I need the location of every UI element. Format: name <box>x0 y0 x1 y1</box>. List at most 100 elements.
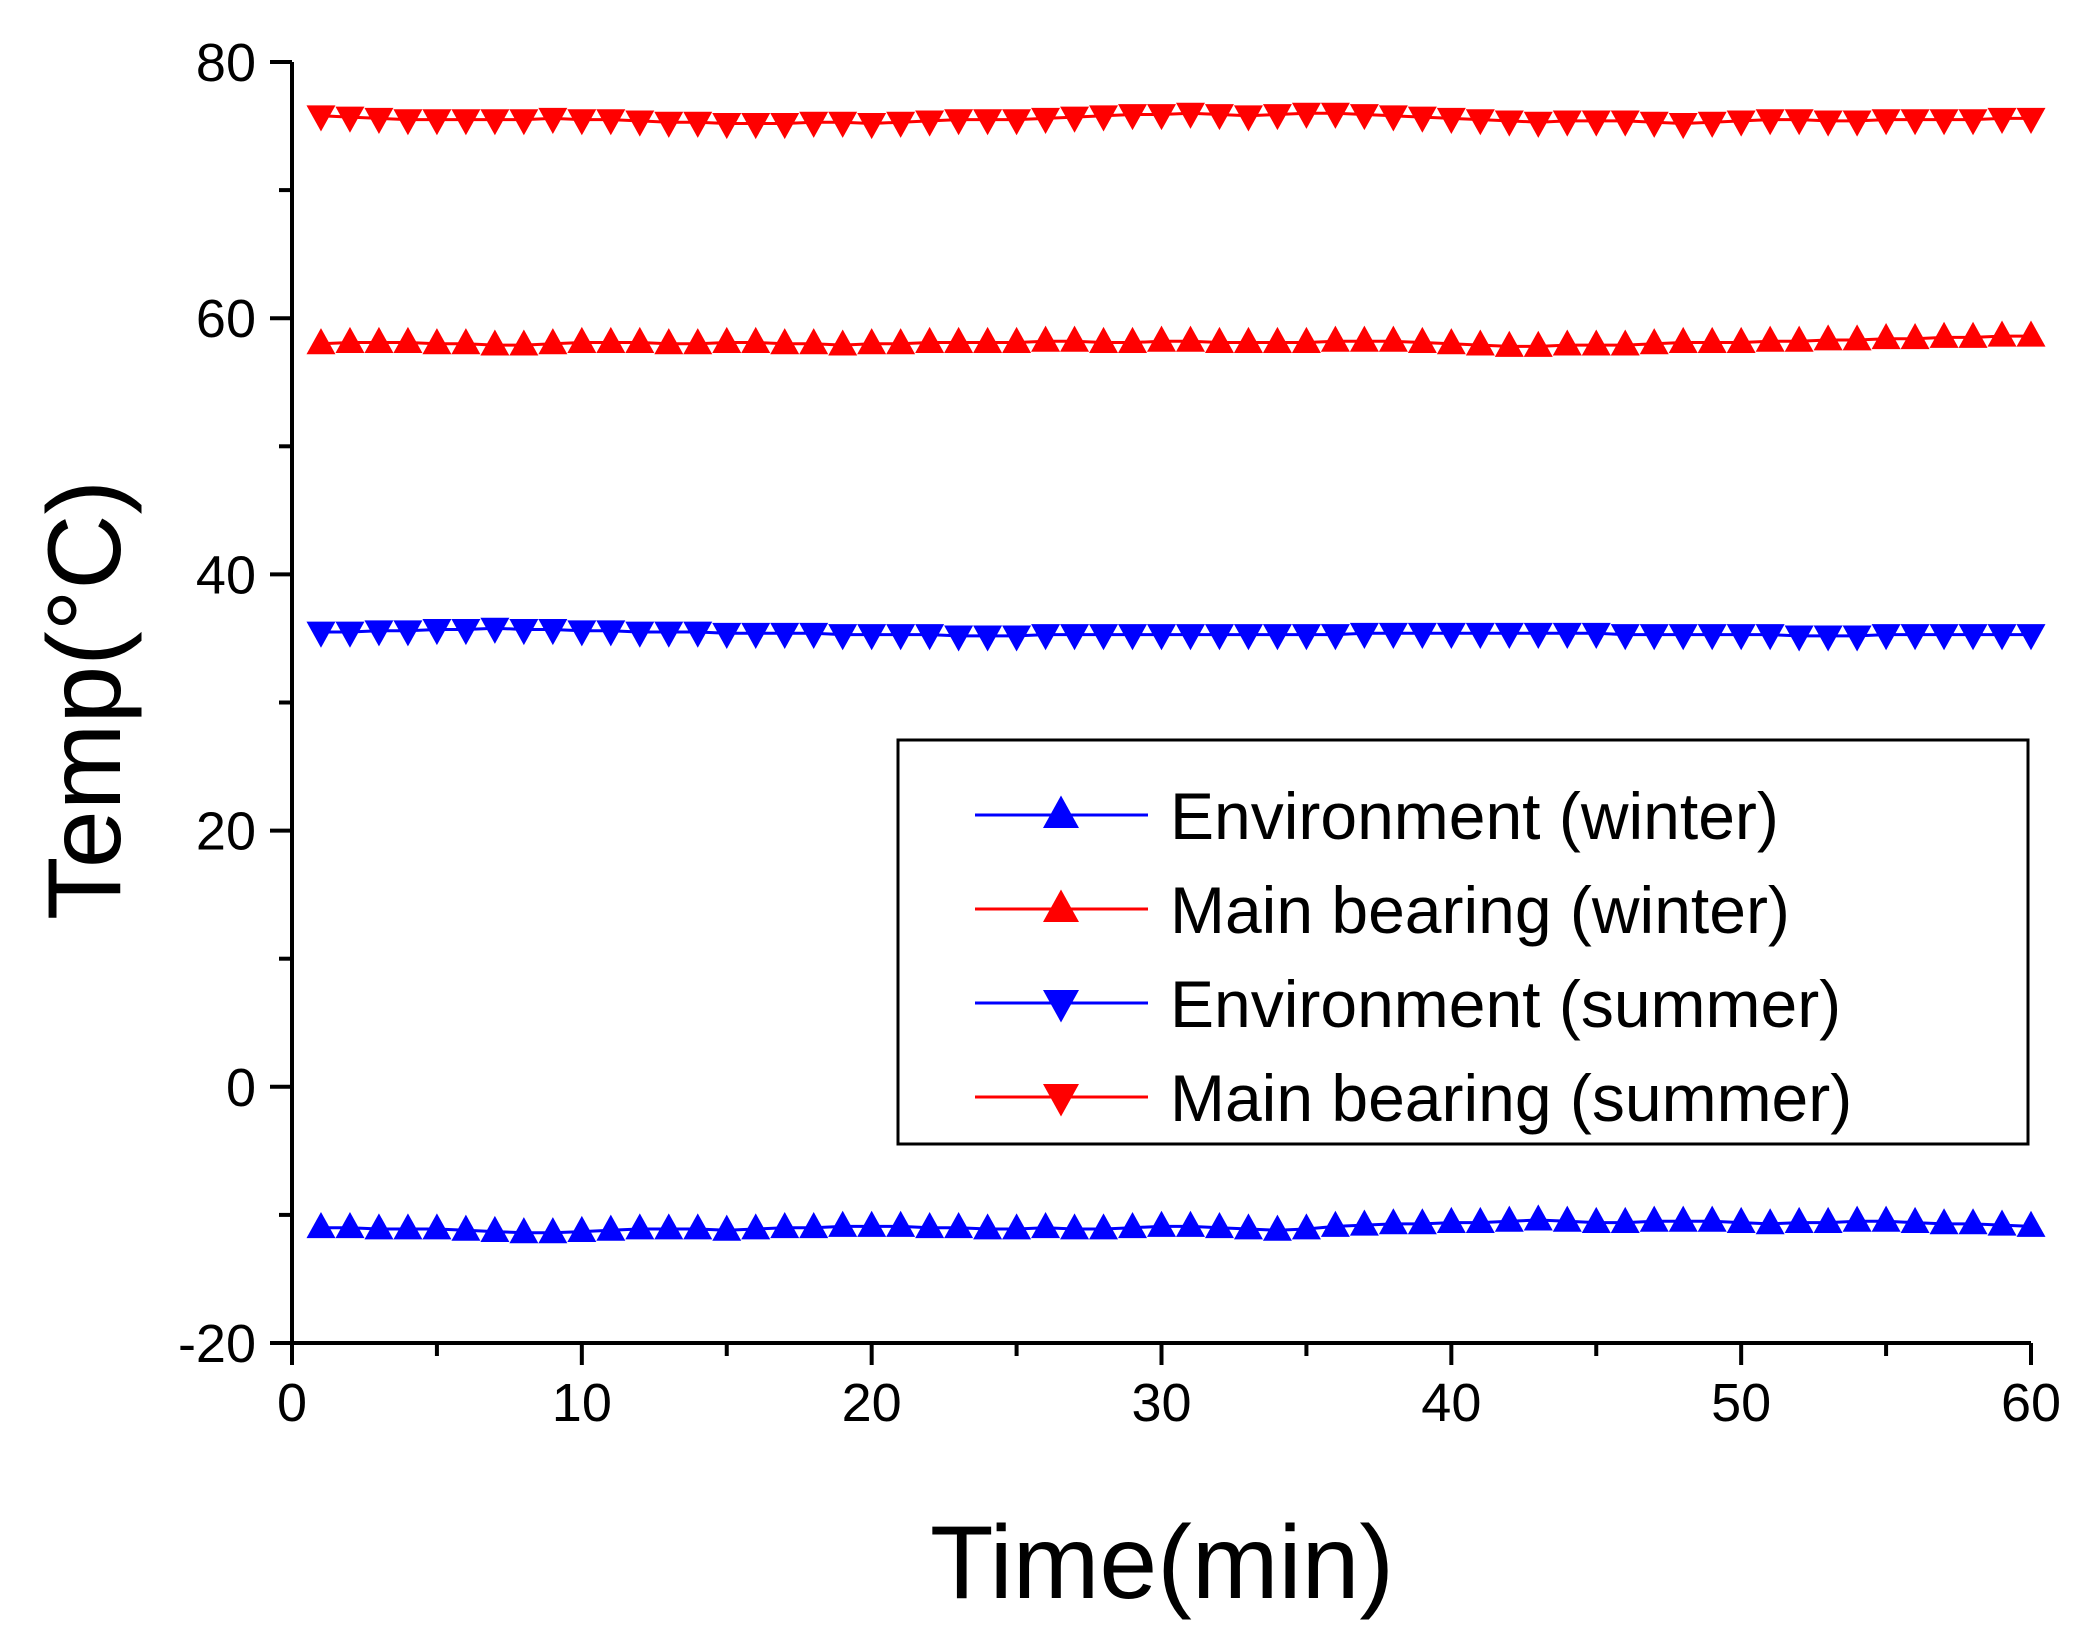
data-point <box>306 1212 336 1239</box>
data-point <box>1842 324 1872 351</box>
data-point <box>422 328 452 355</box>
data-point <box>1552 110 1582 137</box>
data-point <box>1175 1210 1205 1237</box>
data-point <box>886 111 916 138</box>
data-point <box>1842 1205 1872 1232</box>
data-point <box>1002 1213 1032 1240</box>
data-point <box>1436 107 1466 135</box>
legend-marker <box>1043 889 1079 922</box>
data-point <box>1668 113 1698 140</box>
data-point <box>1291 624 1321 651</box>
data-point <box>538 1217 568 1244</box>
data-point <box>944 109 974 136</box>
data-point <box>1784 1206 1814 1234</box>
y-tick-label: 20 <box>196 802 256 862</box>
data-point <box>364 1213 394 1240</box>
data-point <box>2016 320 2046 347</box>
data-point <box>1523 111 1553 138</box>
data-point <box>1147 1210 1176 1237</box>
data-point <box>828 624 858 651</box>
data-point <box>1349 622 1379 649</box>
data-point <box>1436 1206 1466 1234</box>
data-point <box>1726 624 1756 651</box>
series-2 <box>306 320 2046 357</box>
y-tick-label: -20 <box>178 1314 256 1374</box>
data-point <box>1523 622 1553 649</box>
data-point <box>1494 622 1524 649</box>
data-point <box>1668 326 1698 353</box>
data-point <box>1784 325 1814 352</box>
data-point <box>567 1215 597 1242</box>
y-tick-label: 80 <box>196 33 256 93</box>
data-point <box>1031 1212 1061 1239</box>
legend-box <box>896 738 2030 1146</box>
data-point <box>654 1213 684 1240</box>
legend-entry: Environment (summer) <box>975 967 1841 1041</box>
x-tick-label: 10 <box>552 1373 612 1433</box>
data-point <box>828 111 858 138</box>
data-point <box>1060 624 1090 651</box>
data-point <box>770 622 800 649</box>
data-point <box>828 329 858 356</box>
data-point <box>1697 1205 1727 1232</box>
data-point <box>335 621 365 648</box>
data-point <box>1900 624 1930 651</box>
data-point <box>1842 625 1872 652</box>
data-point <box>654 328 684 355</box>
data-point <box>1031 325 1061 352</box>
data-point <box>1407 622 1437 649</box>
data-point <box>306 105 336 132</box>
data-point <box>1726 1206 1756 1234</box>
data-point <box>1639 111 1669 138</box>
x-axis-title: Time(min) <box>930 1505 1394 1621</box>
x-tick-label: 0 <box>277 1373 307 1433</box>
data-point <box>1987 107 2017 135</box>
data-point <box>393 1213 423 1240</box>
data-point <box>1089 326 1119 353</box>
data-point <box>364 326 394 353</box>
data-point <box>1378 325 1408 352</box>
data-point <box>683 328 713 355</box>
data-point <box>1639 328 1669 355</box>
data-point <box>625 110 655 137</box>
data-point <box>1813 1206 1843 1234</box>
data-point <box>1697 111 1727 138</box>
data-point <box>944 1212 974 1239</box>
x-tick-label: 60 <box>2001 1373 2061 1433</box>
data-point <box>393 109 423 136</box>
data-point <box>1436 328 1466 355</box>
data-point <box>1175 624 1205 651</box>
data-point <box>741 1213 771 1240</box>
data-point <box>1784 625 1814 652</box>
data-point <box>1813 110 1843 137</box>
data-point <box>741 113 771 140</box>
data-point <box>770 113 800 140</box>
data-point <box>1175 102 1205 129</box>
data-point <box>335 326 365 353</box>
data-point <box>451 619 481 646</box>
data-point <box>306 328 336 355</box>
data-point <box>538 328 568 355</box>
data-point <box>1118 104 1148 131</box>
data-point <box>1842 110 1872 137</box>
data-point <box>1929 1208 1959 1235</box>
data-point <box>2016 624 2046 651</box>
data-point <box>1407 106 1437 133</box>
legend-entry: Main bearing (winter) <box>975 873 1790 947</box>
data-point <box>625 621 655 648</box>
data-point <box>799 1212 829 1239</box>
data-point <box>1147 325 1176 352</box>
data-point <box>1494 330 1524 357</box>
data-point <box>1147 104 1176 131</box>
data-point <box>1118 624 1148 651</box>
y-axis-title: Temp(°C) <box>27 480 143 920</box>
data-point <box>1581 622 1611 649</box>
data-point <box>1262 624 1292 651</box>
data-point <box>712 1214 742 1241</box>
data-point <box>915 1212 945 1239</box>
data-point <box>1523 330 1553 357</box>
data-point <box>509 619 539 646</box>
data-point <box>857 624 887 651</box>
data-point <box>1089 1213 1119 1240</box>
